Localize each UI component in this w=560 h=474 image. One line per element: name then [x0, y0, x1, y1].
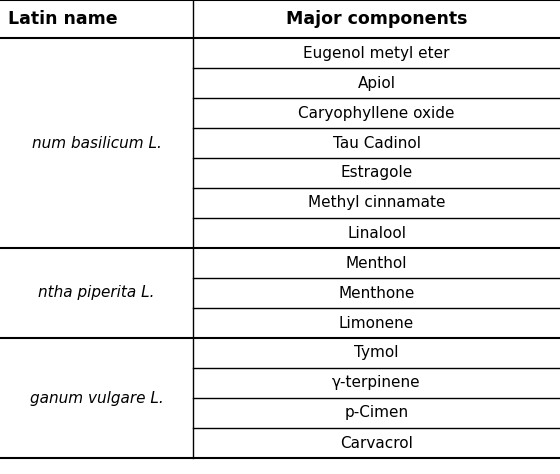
Text: Menthol: Menthol: [346, 255, 407, 271]
Text: γ-terpinene: γ-terpinene: [332, 375, 421, 391]
Text: num basilicum L.: num basilicum L.: [32, 136, 161, 151]
Text: Caryophyllene oxide: Caryophyllene oxide: [298, 106, 455, 120]
Text: Eugenol metyl eter: Eugenol metyl eter: [304, 46, 450, 61]
Text: p-Cimen: p-Cimen: [344, 405, 409, 420]
Text: Linalool: Linalool: [347, 226, 406, 240]
Text: Tau Cadinol: Tau Cadinol: [333, 136, 421, 151]
Text: Limonene: Limonene: [339, 316, 414, 330]
Text: ganum vulgare L.: ganum vulgare L.: [30, 391, 164, 405]
Text: Apiol: Apiol: [358, 75, 395, 91]
Text: Menthone: Menthone: [338, 285, 415, 301]
Text: Methyl cinnamate: Methyl cinnamate: [308, 195, 445, 210]
Text: Carvacrol: Carvacrol: [340, 436, 413, 450]
Text: Estragole: Estragole: [340, 165, 413, 181]
Text: Tymol: Tymol: [354, 346, 399, 361]
Text: Major components: Major components: [286, 10, 468, 28]
Text: Latin name: Latin name: [8, 10, 118, 28]
Text: ntha piperita L.: ntha piperita L.: [38, 285, 155, 301]
